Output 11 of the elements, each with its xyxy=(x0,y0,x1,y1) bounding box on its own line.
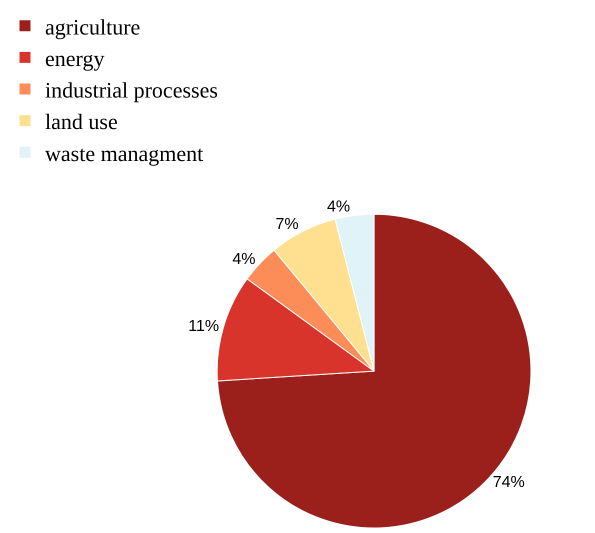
legend-label: land use xyxy=(45,109,118,134)
data-label: 7% xyxy=(275,216,299,234)
pie-slice xyxy=(216,214,532,528)
legend-label: agriculture xyxy=(45,14,140,40)
legend-label: energy xyxy=(45,46,104,71)
data-label: 11% xyxy=(188,318,220,336)
data-label: 74% xyxy=(492,474,525,491)
data-label: 4% xyxy=(232,251,256,268)
legend-label: waste managment xyxy=(45,140,204,166)
data-label: 4% xyxy=(327,198,350,216)
legend-label: industrial processes xyxy=(45,78,218,103)
